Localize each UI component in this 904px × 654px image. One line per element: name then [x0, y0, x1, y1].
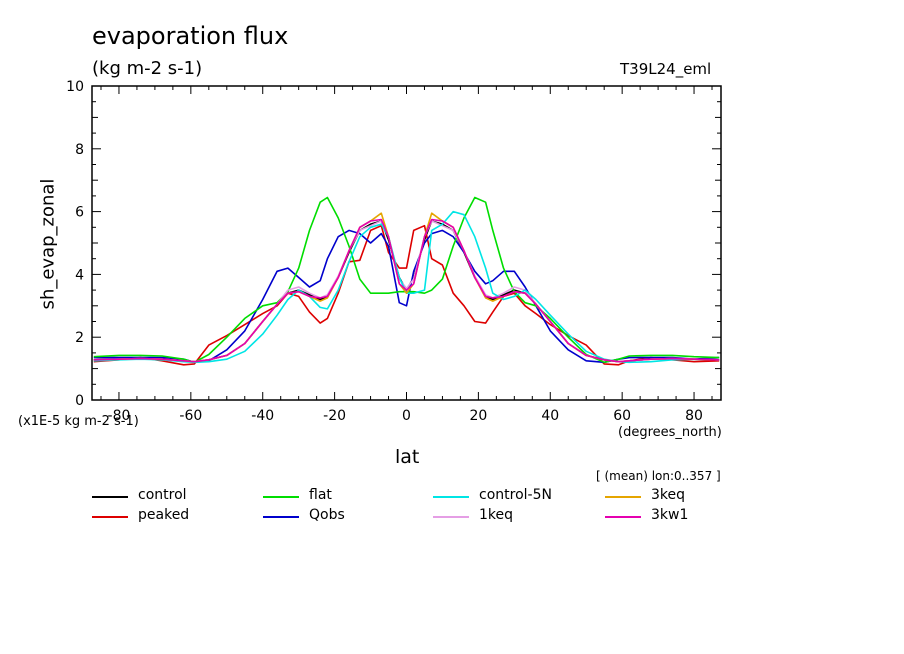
x-tick-label: 80 [685, 408, 703, 424]
averaging-note: [ (mean) lon:0..357 ] [596, 469, 721, 483]
y-tick-label: 4 [75, 267, 84, 283]
x-tick-label: 60 [613, 408, 631, 424]
legend-swatch [605, 516, 641, 518]
legend-swatch [92, 496, 128, 498]
series-line-flat [93, 196, 720, 364]
legend-swatch [605, 496, 641, 498]
y-tick-label: 6 [75, 205, 84, 221]
y-tick-label: 8 [75, 142, 84, 158]
legend-swatch [263, 496, 299, 498]
x-tick-label: 40 [541, 408, 559, 424]
legend-swatch [433, 516, 469, 518]
plot-frame [91, 85, 722, 401]
chart-units: (kg m-2 s-1) [92, 58, 203, 79]
x-tick-label: 20 [469, 408, 487, 424]
legend-label: flat [309, 487, 332, 503]
legend-swatch [92, 516, 128, 518]
legend-label: 3kw1 [651, 507, 689, 523]
y-tick-label: 2 [75, 330, 84, 346]
series-line-3kw1 [93, 218, 720, 363]
y-scale-label: (x1E-5 kg m-2 s-1) [18, 414, 139, 429]
series-line-control-5N [93, 210, 720, 364]
chart-title: evaporation flux [92, 22, 289, 50]
x-axis-label: lat [395, 446, 420, 468]
legend-label: 3keq [651, 487, 686, 503]
x-tick-label: 0 [402, 408, 411, 424]
x-units-label: (degrees_north) [618, 425, 722, 440]
legend-label: 1keq [479, 507, 514, 523]
x-tick-label: -40 [251, 408, 274, 424]
legend-swatch [433, 496, 469, 498]
series-line-Qobs [93, 229, 720, 364]
run-id-label: T39L24_eml [620, 60, 712, 78]
legend-label: control-5N [479, 487, 552, 503]
x-tick-label: -60 [179, 408, 202, 424]
series-line-peaked [93, 224, 720, 366]
legend-swatch [263, 516, 299, 518]
legend-label: control [138, 487, 187, 503]
x-tick-label: -20 [323, 408, 346, 424]
y-tick-label: 10 [66, 79, 84, 95]
legend-label: peaked [138, 507, 190, 523]
y-tick-label: 0 [75, 393, 84, 409]
x-tick-label: -80 [108, 408, 131, 424]
legend-label: Qobs [309, 507, 345, 523]
